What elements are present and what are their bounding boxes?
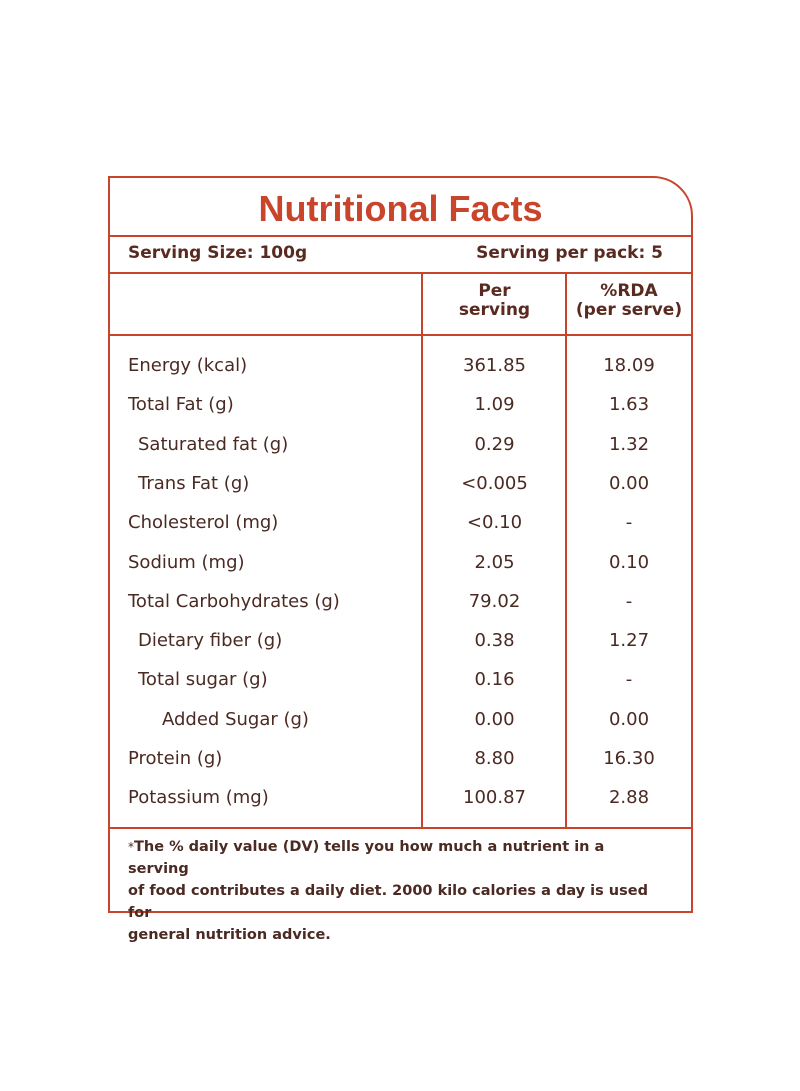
rda-value: - [625,512,633,534]
nutrient-name: Cholesterol (mg) [128,512,279,534]
serving-size: Serving Size: 100g [128,243,308,263]
table-row: Total sugar (g) 0.16 - [110,666,691,705]
title-divider [110,235,691,237]
per-serving-value: 0.16 [474,669,515,691]
per-serving-value: 361.85 [463,355,526,376]
table-row: Energy (kcal) 361.85 18.09 [110,352,691,391]
table-row: Potassium (mg) 100.87 2.88 [110,784,691,823]
column-header-rda-line1: %RDA [600,281,658,301]
rda-value: 1.27 [608,630,650,652]
rda-value: - [625,669,633,691]
per-serving-value: 0.00 [474,708,515,730]
footnote-divider [110,827,691,829]
column-divider-2 [565,274,567,827]
nutrient-name: Added Sugar (g) [162,708,309,730]
rda-value: - [625,590,633,612]
footnote: *The % daily value (DV) tells you how mu… [128,836,668,946]
rda-value: 1.32 [608,433,650,455]
serving-divider [110,272,691,274]
nutrient-name: Dietary fiber (g) [138,630,283,652]
per-serving-value: 0.38 [474,630,515,652]
column-header-per-serving-line2: serving [458,300,531,320]
nutrient-name: Total Carbohydrates (g) [128,590,340,612]
per-serving-value: 1.09 [474,394,515,416]
rda-value: 0.00 [608,708,650,730]
table-row: Dietary fiber (g) 0.38 1.27 [110,627,691,666]
rda-value: 16.30 [603,748,655,769]
column-header-rda: %RDA (per serve) [567,282,691,320]
footnote-asterisk: * [128,840,134,854]
table-row: Sodium (mg) 2.05 0.10 [110,549,691,588]
per-serving-value: 100.87 [463,787,526,809]
per-serving-value: 0.29 [474,433,515,455]
per-serving-value: 8.80 [474,748,515,769]
table-row: Cholesterol (mg) <0.10 - [110,509,691,548]
nutrient-name: Energy (kcal) [128,355,248,376]
column-header-per-serving: Per serving [423,282,566,320]
nutrition-title: Nutritional Facts [258,188,543,229]
table-row: Protein (g) 8.80 16.30 [110,745,691,784]
table-row: Saturated fat (g) 0.29 1.32 [110,431,691,470]
per-serving-value: <0.005 [461,472,528,494]
rda-value: 18.09 [603,355,655,376]
table-row: Trans Fat (g) <0.005 0.00 [110,470,691,509]
nutrient-name: Saturated fat (g) [138,433,289,455]
column-header-per-serving-line1: Per [478,281,511,301]
nutrient-name: Trans Fat (g) [138,472,250,494]
table-row: Total Carbohydrates (g) 79.02 - [110,588,691,627]
nutrient-name: Potassium (mg) [128,787,269,809]
footnote-line1: The % daily value (DV) tells you how muc… [128,839,605,877]
nutrient-name: Total Fat (g) [128,394,234,416]
per-serving-value: 2.05 [474,551,515,573]
column-header-rda-line2: (per serve) [575,300,683,320]
table-row: Total Fat (g) 1.09 1.63 [110,391,691,430]
rda-value: 0.10 [608,551,650,573]
rda-value: 2.88 [608,787,650,809]
per-serving-value: 79.02 [468,590,521,612]
nutrition-facts-panel: Nutritional Facts Serving Size: 100g Ser… [108,176,693,943]
serving-per-pack: Serving per pack: 5 [476,243,663,263]
rda-value: 0.00 [608,472,650,494]
footnote-line3: general nutrition advice. [128,927,331,943]
nutrient-name: Sodium (mg) [128,551,245,573]
rda-value: 1.63 [608,394,650,416]
footnote-line2: of food contributes a daily diet. 2000 k… [128,883,648,921]
column-divider-1 [421,274,423,827]
per-serving-value: <0.10 [466,512,523,534]
nutrient-name: Total sugar (g) [138,669,268,691]
header-divider [110,334,691,336]
nutrient-name: Protein (g) [128,748,223,769]
table-row: Added Sugar (g) 0.00 0.00 [110,706,691,745]
